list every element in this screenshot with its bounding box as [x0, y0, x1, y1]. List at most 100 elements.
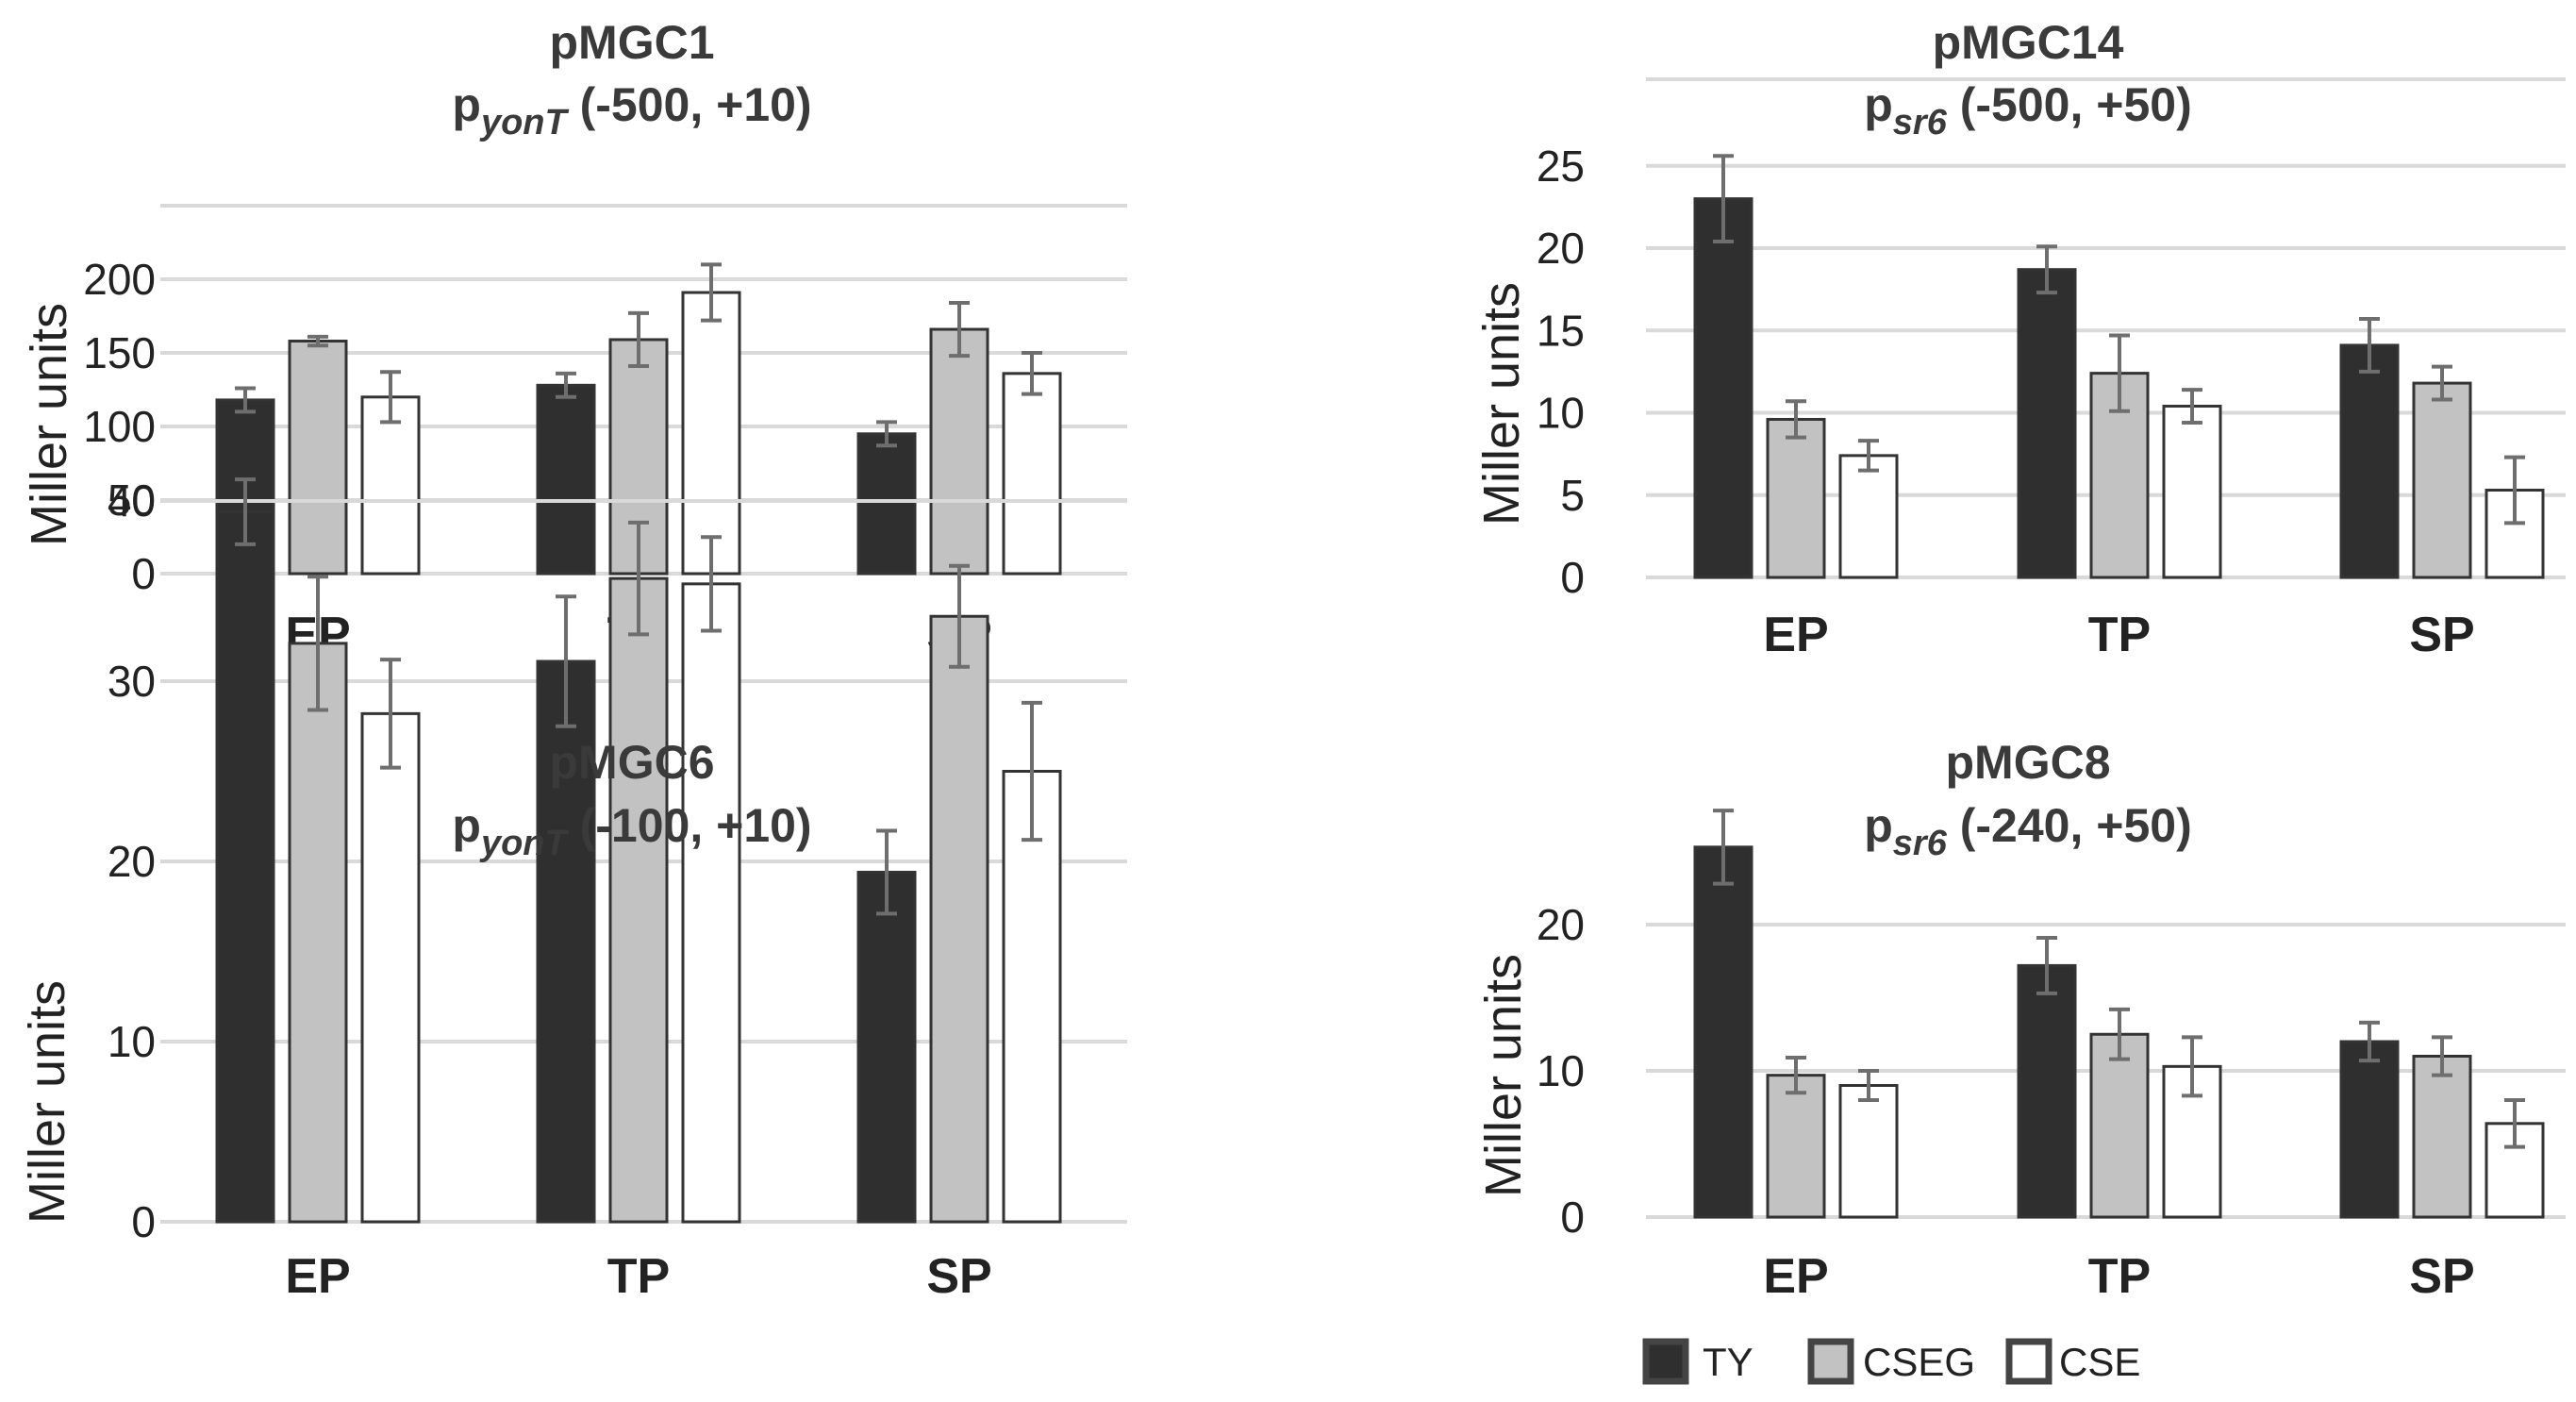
- y-tick-label: 0: [1560, 553, 1585, 602]
- y-tick-label: 40: [108, 476, 156, 526]
- error-bar-ty-ep: [1713, 154, 1734, 244]
- subtitle-prefix: p: [1864, 78, 1893, 131]
- error-bar-ty-sp: [876, 828, 897, 916]
- error-bar-cseg-tp: [628, 310, 649, 369]
- bar-ty-tp: [536, 659, 596, 1224]
- legend: TY CSEG CSE: [1642, 1338, 2140, 1385]
- error-bar-ty-sp: [876, 420, 897, 448]
- bar-ty-sp: [2339, 343, 2400, 579]
- bar-cseg-tp: [2089, 1032, 2150, 1219]
- bar-cse-tp: [2162, 405, 2222, 579]
- y-tick-label: 15: [1537, 306, 1585, 355]
- legend-swatch-cseg: [1807, 1338, 1854, 1385]
- bar-cse-tp: [681, 582, 741, 1224]
- legend-item-cse: CSE: [2005, 1338, 2140, 1385]
- legend-swatch-ty: [1642, 1338, 1689, 1385]
- error-bar-cseg-tp: [2109, 1007, 2130, 1061]
- error-bar-cse-tp: [2182, 1035, 2202, 1098]
- legend-label-ty: TY: [1703, 1340, 1753, 1384]
- bar-ty-ep: [1693, 845, 1753, 1219]
- y-tick-label: 25: [1537, 142, 1585, 191]
- error-bar-cseg-sp: [949, 563, 970, 669]
- bar-ty-ep: [215, 509, 275, 1224]
- x-category-label: TP: [2088, 1249, 2151, 1304]
- error-bar-cseg-ep: [307, 334, 328, 348]
- error-bar-ty-tp: [2036, 935, 2057, 995]
- subtitle-range: (-240, +50): [1947, 799, 2192, 852]
- bar-cse-ep: [360, 711, 421, 1224]
- subtitle-subscript: yonT: [479, 103, 570, 142]
- error-bar-cse-ep: [380, 370, 401, 425]
- subtitle-prefix: p: [452, 799, 481, 852]
- error-bar-cse-sp: [1022, 700, 1042, 843]
- y-tick-label: 0: [131, 549, 156, 598]
- bar-cseg-ep: [288, 340, 348, 576]
- y-tick-label: 10: [1537, 1046, 1585, 1095]
- subtitle-prefix: p: [1864, 799, 1893, 852]
- x-category-label: TP: [607, 1249, 670, 1304]
- bar-cseg-tp: [608, 576, 669, 1224]
- y-tick-label: 0: [1560, 1193, 1585, 1242]
- x-category-label: SP: [2409, 1249, 2474, 1304]
- chart-subtitle: pyonT (-500, +10): [452, 78, 811, 142]
- bar-ty-sp: [2339, 1040, 2400, 1219]
- bar-ty-tp: [536, 383, 596, 576]
- bar-cseg-sp: [929, 327, 989, 576]
- x-category-label: EP: [1763, 1249, 1828, 1304]
- error-bar-ty-sp: [2359, 1020, 2380, 1063]
- subtitle-subscript: sr6: [1893, 824, 1948, 863]
- bar-cseg-ep: [1766, 417, 1826, 579]
- bar-cseg-ep: [288, 642, 348, 1224]
- error-bar-cseg-ep: [1786, 1056, 1806, 1095]
- legend-label-cseg: CSEG: [1863, 1340, 1975, 1384]
- error-bar-cseg-tp: [628, 520, 649, 637]
- chart-subtitle: psr6 (-240, +50): [1864, 799, 2191, 863]
- bar-cse-sp: [1002, 372, 1062, 576]
- error-bar-cse-tp: [701, 535, 722, 633]
- bar-cseg-ep: [1766, 1074, 1826, 1219]
- chart-panel-pmgc8: 0 10 20 EP TP SP pMGC8 psr6 (-240, +50) Miller u…: [1475, 736, 2566, 1304]
- bar-cse-tp: [681, 291, 741, 576]
- error-bar-cseg-ep: [307, 575, 328, 712]
- y-tick-label: 10: [1537, 389, 1585, 438]
- x-category-label: SP: [2409, 608, 2474, 662]
- error-bar-cse-tp: [701, 262, 722, 323]
- error-bar-cse-tp: [2182, 388, 2202, 425]
- y-axis-label: Miller units: [1473, 282, 1530, 526]
- error-bar-cse-sp: [2504, 455, 2525, 526]
- y-axis-label: Miller units: [19, 980, 75, 1224]
- x-category-label: EP: [285, 1249, 350, 1304]
- chart-subtitle: pyonT (-100, +10): [452, 799, 811, 863]
- legend-item-ty: TY: [1642, 1338, 1753, 1385]
- y-tick-label: 200: [83, 255, 156, 304]
- error-bar-cseg-sp: [2432, 364, 2452, 402]
- x-category-label: EP: [1763, 608, 1828, 662]
- error-bar-ty-tp: [2036, 244, 2057, 295]
- legend-swatch-cse: [2005, 1338, 2052, 1385]
- bar-cse-ep: [1838, 454, 1899, 579]
- subtitle-prefix: p: [452, 78, 481, 131]
- bar-cseg-sp: [2412, 381, 2472, 579]
- x-category-label: TP: [2088, 608, 2151, 662]
- chart-panel-pmgc14: 0 5 10 15 20 25 EP TP SP pMGC14 psr6 (-500, +50) Mi…: [1473, 16, 2566, 662]
- chart-panel-pmgc6: 0 10 20 30 40 EP TP SP pMGC6 pyonT (-100, +10) Mil…: [19, 476, 1127, 1304]
- chart-title: pMGC8: [1946, 736, 2111, 789]
- error-bar-cseg-sp: [949, 300, 970, 359]
- bar-ty-tp: [2017, 268, 2077, 579]
- error-bar-cseg-ep: [1786, 399, 1806, 440]
- error-bar-cse-ep: [1858, 1069, 1879, 1102]
- y-tick-label: 5: [1560, 471, 1585, 520]
- chart-subtitle: psr6 (-500, +50): [1864, 78, 2191, 142]
- error-bar-cseg-sp: [2432, 1035, 2452, 1077]
- y-tick-label: 0: [131, 1197, 156, 1246]
- error-bar-ty-sp: [2359, 317, 2380, 374]
- subtitle-range: (-100, +10): [567, 799, 812, 852]
- error-bar-ty-tp: [556, 594, 576, 728]
- y-axis-label: Miller units: [1475, 954, 1532, 1197]
- bar-ty-sp: [856, 870, 917, 1224]
- error-bar-cse-sp: [1022, 351, 1042, 396]
- bar-cse-ep: [360, 395, 421, 576]
- subtitle-range: (-500, +50): [1947, 78, 2192, 131]
- y-tick-label: 150: [83, 328, 156, 377]
- bar-cseg-sp: [2412, 1055, 2472, 1219]
